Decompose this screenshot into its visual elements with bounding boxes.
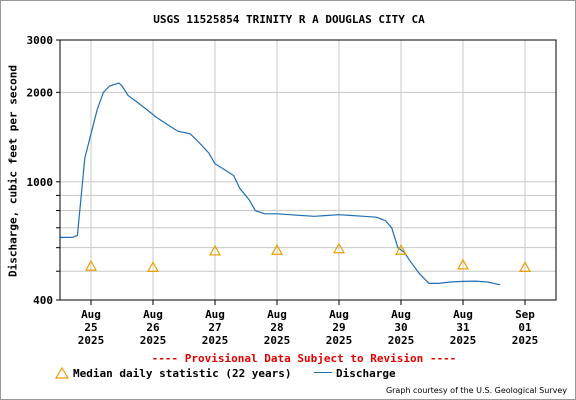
x-tick-label: 01: [518, 321, 532, 334]
legend-line-swatch: [314, 372, 332, 373]
x-tick-label: Aug: [205, 308, 225, 321]
median-point: [270, 244, 284, 255]
median-point: [394, 244, 408, 255]
x-tick-label: 25: [84, 321, 97, 334]
chart-title: USGS 11525854 TRINITY R A DOUGLAS CITY C…: [153, 13, 425, 26]
legend-discharge: Discharge: [314, 367, 396, 380]
x-tick-label: Aug: [143, 308, 163, 321]
x-tick-label: 2025: [264, 334, 291, 347]
y-tick-label: 3000: [27, 34, 54, 47]
median-point: [208, 244, 222, 256]
x-tick-label: 28: [270, 321, 283, 334]
y-tick-labels: 400 1000 2000 3000: [27, 34, 54, 307]
y-tick-label: 400: [33, 294, 53, 307]
triangle-icon: [55, 367, 69, 379]
x-tick-label: Sep: [515, 308, 535, 321]
x-tick-label: Aug: [453, 308, 473, 321]
legend-discharge-label: Discharge: [336, 367, 396, 380]
x-tick-labels: Aug252025Aug262025Aug272025Aug282025Aug2…: [78, 308, 539, 347]
median-point: [146, 261, 160, 272]
x-tick-label: 30: [394, 321, 407, 334]
x-tick-label: 27: [208, 321, 221, 334]
median-point: [332, 242, 346, 254]
y-tick-label: 2000: [27, 86, 54, 99]
x-tick-label: Aug: [267, 308, 287, 321]
provisional-note: ---- Provisional Data Subject to Revisio…: [151, 352, 457, 365]
series-layer: [60, 82, 501, 286]
x-tick-label: 2025: [140, 334, 167, 347]
x-tick-label: Aug: [329, 308, 349, 321]
x-tick-label: Aug: [391, 308, 411, 321]
median-point: [84, 259, 98, 271]
legend-median: Median daily statistic (22 years): [55, 367, 292, 380]
y-tick-label: 1000: [27, 176, 54, 189]
median-point: [456, 258, 470, 270]
median-point: [518, 261, 532, 272]
grid-lines: [56, 39, 556, 305]
x-tick-label: 29: [332, 321, 345, 334]
median-markers: [84, 242, 532, 272]
x-tick-label: 26: [146, 321, 160, 334]
x-tick-label: 2025: [388, 334, 415, 347]
plot-frame: [59, 39, 557, 301]
x-tick-label: Aug: [81, 308, 101, 321]
x-tick-label: 2025: [78, 334, 105, 347]
x-tick-label: 2025: [202, 334, 229, 347]
legend-median-label: Median daily statistic (22 years): [73, 367, 292, 380]
usgs-credit: Graph courtesy of the U.S. Geological Su…: [385, 386, 567, 395]
x-tick-label: 2025: [450, 334, 477, 347]
x-tick-label: 2025: [512, 334, 539, 347]
discharge-line: [60, 82, 501, 286]
x-tick-label: 31: [456, 321, 470, 334]
x-tick-label: 2025: [326, 334, 353, 347]
